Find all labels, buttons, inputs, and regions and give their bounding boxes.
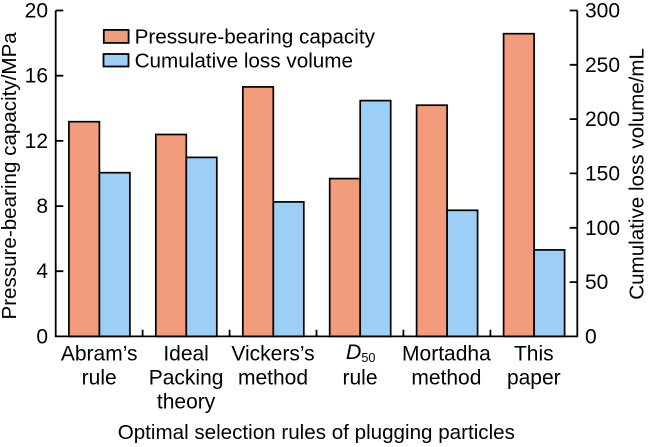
svg-text:Abram’s: Abram’s — [61, 342, 138, 365]
svg-text:Cumulative loss volume: Cumulative loss volume — [135, 50, 353, 73]
svg-text:0: 0 — [36, 325, 48, 348]
svg-text:20: 20 — [25, 0, 48, 23]
svg-text:Cumulative loss volume/mL: Cumulative loss volume/mL — [626, 48, 649, 300]
svg-text:method: method — [411, 367, 481, 390]
svg-text:8: 8 — [36, 195, 48, 218]
svg-text:Ideal: Ideal — [163, 342, 209, 365]
svg-text:50: 50 — [585, 271, 608, 294]
svg-text:Vickers’s: Vickers’s — [231, 342, 314, 365]
svg-text:16: 16 — [25, 65, 48, 88]
svg-text:100: 100 — [585, 217, 620, 240]
svg-text:200: 200 — [585, 108, 620, 131]
svg-text:12: 12 — [25, 130, 48, 153]
svg-text:This: This — [514, 342, 554, 365]
svg-text:theory: theory — [157, 390, 216, 413]
svg-text:0: 0 — [585, 325, 597, 348]
svg-text:Pressure-bearing capacity/MPa: Pressure-bearing capacity/MPa — [0, 32, 21, 320]
svg-text:method: method — [238, 367, 308, 390]
svg-text:300: 300 — [585, 0, 620, 23]
svg-text:D50: D50 — [346, 340, 375, 365]
svg-text:Pressure-bearing capacity: Pressure-bearing capacity — [135, 26, 376, 49]
svg-text:4: 4 — [36, 260, 48, 283]
svg-text:150: 150 — [585, 162, 620, 185]
svg-text:Mortadha: Mortadha — [402, 342, 491, 365]
svg-text:rule: rule — [82, 367, 117, 390]
svg-text:250: 250 — [585, 54, 620, 77]
svg-text:rule: rule — [342, 367, 377, 390]
svg-text:Packing: Packing — [149, 367, 224, 390]
svg-text:Optimal selection rules of plu: Optimal selection rules of plugging part… — [118, 421, 515, 444]
svg-text:paper: paper — [507, 366, 561, 389]
